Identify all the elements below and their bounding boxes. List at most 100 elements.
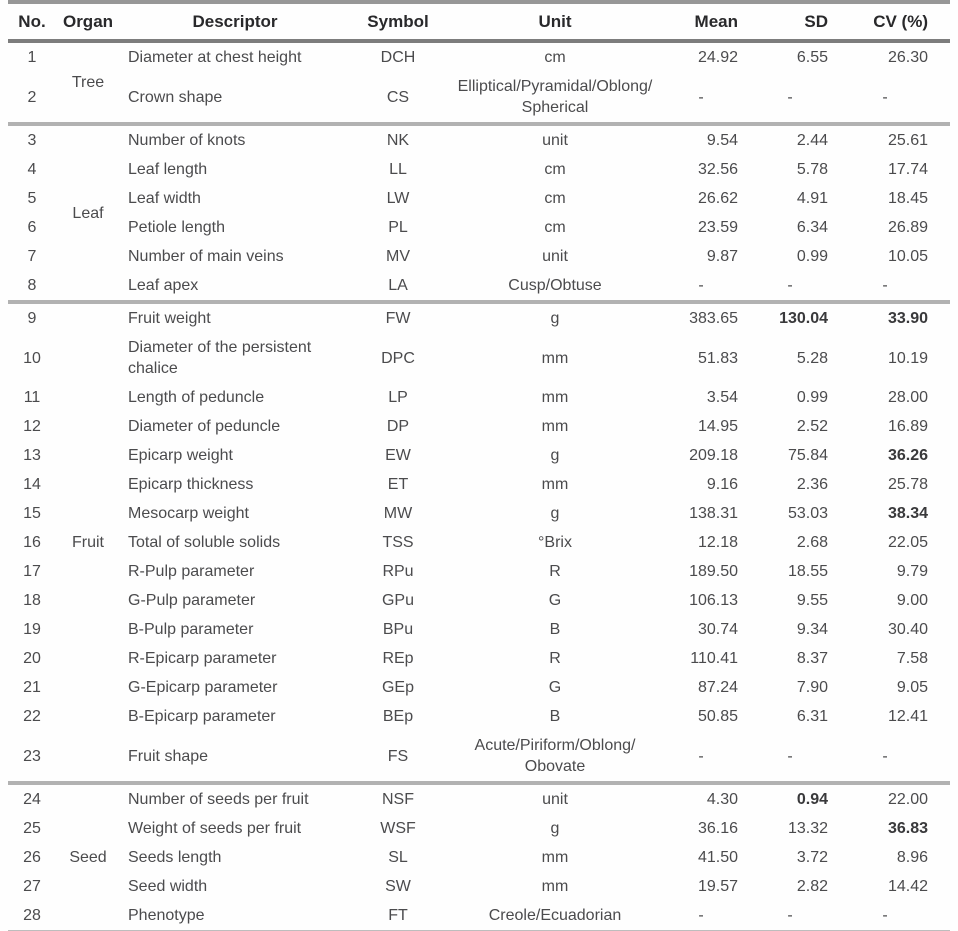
header-row: No. Organ Descriptor Symbol Unit Mean SD CV (%) <box>8 2 950 43</box>
cell-symbol: GEp <box>381 679 414 696</box>
cell-cv: 17.74 <box>887 161 928 178</box>
cell-unit: g <box>550 447 560 464</box>
cell-cv: - <box>882 88 888 106</box>
cell-no: 28 <box>23 907 41 924</box>
column-header-sd: SD <box>752 2 842 43</box>
cell-no: 14 <box>23 476 41 493</box>
cell-symbol: MV <box>386 248 410 265</box>
cell-unit: Acute/Piriform/Oblong/ Obovate <box>474 737 636 775</box>
table-row: 12 Diameter of peduncle DP mm 14.95 2.52 16.89 <box>8 412 950 441</box>
cell-cv: 9.05 <box>896 679 928 696</box>
cell-descriptor: Diameter at chest height <box>128 49 302 66</box>
cell-no: 18 <box>23 592 41 609</box>
cell-symbol: FW <box>385 310 411 327</box>
table-row: 1 Tree Diameter at chest height DCH cm 24.92 6… <box>8 41 950 91</box>
cell-sd: 4.91 <box>796 190 828 207</box>
cell-mean: - <box>698 88 704 106</box>
cell-unit: unit <box>542 791 568 808</box>
cell-unit: R <box>549 650 561 667</box>
column-header-symbol: Symbol <box>350 2 446 43</box>
table-row: 25 Weight of seeds per fruit WSF g 36.16 13.3… <box>8 814 950 843</box>
cell-mean: 383.65 <box>689 310 738 327</box>
cell-cv: 10.19 <box>887 349 928 367</box>
cell-descriptor: R-Pulp parameter <box>128 563 255 580</box>
cell-mean: 14.95 <box>697 418 738 435</box>
cell-descriptor: Total of soluble solids <box>128 534 281 551</box>
cell-descriptor: Phenotype <box>128 907 205 924</box>
cell-cv: 30.40 <box>887 621 928 638</box>
cell-cv: - <box>882 907 888 924</box>
cell-mean: 36.16 <box>697 820 738 837</box>
cell-descriptor: Mesocarp weight <box>128 505 249 522</box>
table-row: 15 Mesocarp weight MW g 138.31 53.03 38.34 <box>8 499 950 528</box>
table-row: 23 Fruit shape FS Acute/Piriform/Oblong/ Ob… <box>8 731 950 783</box>
cell-mean: 51.83 <box>697 349 738 367</box>
cell-no: 17 <box>23 563 41 580</box>
cell-no: 1 <box>27 49 37 66</box>
table-row: 9 Fruit Fruit weight FW g 383.65 130.04 33.90 <box>8 302 950 551</box>
cell-descriptor: Number of main veins <box>128 248 284 265</box>
cell-mean: 24.92 <box>697 49 738 66</box>
cell-no: 12 <box>23 418 41 435</box>
cell-symbol: BEp <box>382 708 414 725</box>
cell-unit: unit <box>542 132 568 149</box>
table-row: 24 Seed Number of seeds per fruit NSF unit 4.… <box>8 783 950 866</box>
cell-sd: 2.44 <box>796 132 828 149</box>
cell-sd: 2.36 <box>796 476 828 493</box>
cell-mean: 189.50 <box>689 563 738 580</box>
cell-no: 22 <box>23 708 41 725</box>
table-row: 2 Crown shape CS Elliptical/Pyramidal/Oblon… <box>8 72 950 124</box>
table-row: 14 Epicarp thickness ET mm 9.16 2.36 25.78 <box>8 470 950 499</box>
cell-descriptor: Leaf width <box>128 190 201 207</box>
cell-no: 7 <box>27 248 37 265</box>
cell-mean: - <box>698 907 704 924</box>
cell-sd: 18.55 <box>787 563 828 580</box>
cell-unit: B <box>549 621 561 638</box>
cell-no: 19 <box>23 621 41 638</box>
cell-unit: °Brix <box>538 534 572 551</box>
cell-mean: 41.50 <box>697 849 738 866</box>
cell-symbol: FS <box>387 747 409 765</box>
cell-no: 23 <box>23 747 41 765</box>
column-header-descriptor: Descriptor <box>120 2 350 43</box>
cell-cv: 18.45 <box>887 190 928 207</box>
cell-no: 5 <box>27 190 37 207</box>
cell-sd: 9.55 <box>796 592 828 609</box>
cell-unit: unit <box>542 248 568 265</box>
column-header-no: No. <box>8 2 56 43</box>
cell-unit: mm <box>541 476 569 493</box>
table-row: 6 Petiole length PL cm 23.59 6.34 26.89 <box>8 213 950 242</box>
cell-symbol: DPC <box>381 349 415 367</box>
cell-unit: cm <box>544 190 566 207</box>
cell-unit: g <box>550 310 560 327</box>
table-row: 26 Seeds length SL mm 41.50 3.72 8.96 <box>8 843 950 872</box>
cell-cv: 25.61 <box>887 132 928 149</box>
table-row: 4 Leaf length LL cm 32.56 5.78 17.74 <box>8 155 950 184</box>
cell-cv: 9.00 <box>896 592 928 609</box>
cell-descriptor: G-Pulp parameter <box>128 592 256 609</box>
table-row: 17 R-Pulp parameter RPu R 189.50 18.55 9.79 <box>8 557 950 586</box>
cell-unit: mm <box>541 849 569 866</box>
cell-sd: 0.99 <box>796 248 828 265</box>
table-header: No. Organ Descriptor Symbol Unit Mean SD CV (%) <box>8 2 950 43</box>
cell-sd: 2.82 <box>796 878 828 895</box>
organ-cell: Tree <box>71 74 105 91</box>
cell-no: 6 <box>27 219 37 236</box>
cell-unit: cm <box>544 49 566 66</box>
cell-cv: 33.90 <box>887 310 928 327</box>
cell-descriptor: Seed width <box>128 878 208 895</box>
cell-unit: G <box>548 679 562 696</box>
cell-unit: mm <box>541 878 569 895</box>
cell-symbol: MW <box>383 505 413 522</box>
cell-sd: 2.68 <box>796 534 828 551</box>
cell-mean: 209.18 <box>689 447 738 464</box>
cell-cv: 22.00 <box>887 791 928 808</box>
cell-sd: - <box>787 747 793 765</box>
cell-sd: 6.34 <box>796 219 828 236</box>
cell-sd: 5.28 <box>796 349 828 367</box>
cell-unit: g <box>550 505 560 522</box>
cell-unit: mm <box>541 349 569 367</box>
cell-mean: 9.16 <box>706 476 738 493</box>
cell-no: 21 <box>23 679 41 696</box>
